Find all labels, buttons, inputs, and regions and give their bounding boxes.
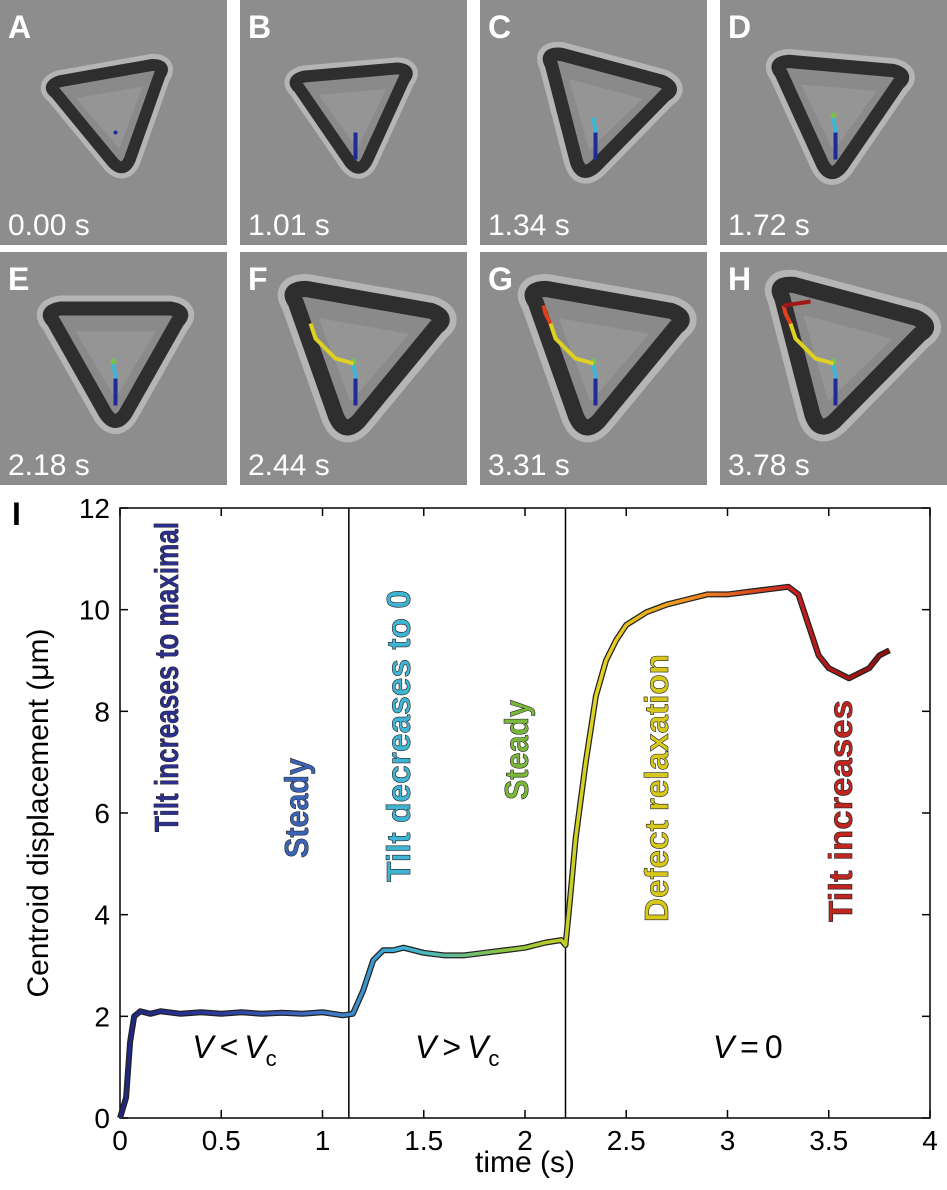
trail xyxy=(114,364,116,379)
phase-label-part: c xyxy=(266,1046,277,1071)
trail xyxy=(111,359,117,365)
y-tick-label: 12 xyxy=(79,493,110,524)
annotation: Tilt increases to maximal xyxy=(148,522,185,832)
x-tick-label: 3.5 xyxy=(809,1125,848,1156)
x-tick-label: 4 xyxy=(922,1125,938,1156)
panel: G 3.31 s xyxy=(480,252,707,485)
panel-time: 1.72 s xyxy=(728,209,810,242)
panel: A 0.00 s xyxy=(0,0,227,245)
phase-label: V=0 xyxy=(713,1029,783,1065)
panel-time: 2.44 s xyxy=(248,449,330,482)
phase-label-part: V xyxy=(415,1029,439,1065)
panel-time: 0.00 s xyxy=(8,209,90,242)
phase-label: V<Vc xyxy=(192,1029,276,1071)
phase-label-part: c xyxy=(488,1046,499,1071)
trail xyxy=(114,131,118,135)
annotation: Steady xyxy=(498,699,535,800)
x-tick-label: 2.5 xyxy=(607,1125,646,1156)
panel: F 2.44 s xyxy=(240,252,467,485)
annotation: Defect relaxation xyxy=(638,654,675,922)
trail xyxy=(834,118,836,133)
panel-letter: A xyxy=(8,9,31,45)
y-tick-label: 0 xyxy=(94,1103,110,1134)
panel-letter: G xyxy=(488,261,513,297)
panel-label: I xyxy=(12,496,21,532)
trail xyxy=(594,118,596,133)
x-tick-label: 0 xyxy=(112,1125,128,1156)
panel: C 1.34 s xyxy=(480,0,707,245)
annotation: Tilt decreases to 0 xyxy=(380,590,417,882)
y-tick-label: 10 xyxy=(79,595,110,626)
panel: B 1.01 s xyxy=(240,0,467,245)
y-axis-label: Centroid displacement (μm) xyxy=(22,628,55,997)
phase-label-part: V xyxy=(713,1029,737,1065)
phase-label-part: < xyxy=(220,1029,239,1065)
phase-label-part: > xyxy=(442,1029,461,1065)
trail xyxy=(831,113,837,119)
trail xyxy=(594,364,596,379)
panel-letter: E xyxy=(8,261,29,297)
panel-letter: C xyxy=(488,9,511,45)
x-tick-label: 0.5 xyxy=(202,1125,241,1156)
x-tick-label: 1 xyxy=(315,1125,331,1156)
y-tick-label: 6 xyxy=(94,798,110,829)
panel-time: 1.01 s xyxy=(248,209,330,242)
panel: E 2.18 s xyxy=(0,252,227,485)
panel-time: 3.78 s xyxy=(728,449,810,482)
panel-time: 3.31 s xyxy=(488,449,570,482)
panel-letter: H xyxy=(728,261,751,297)
figure: A 0.00 s B 1.01 s C 1.34 s D 1.72 s E 2.18 s F 2.44… xyxy=(0,0,947,1185)
phase-label-part: V xyxy=(192,1029,216,1065)
plot-frame xyxy=(120,508,930,1118)
panel: H 3.78 s xyxy=(720,252,947,485)
y-tick-label: 4 xyxy=(94,900,110,931)
y-tick-label: 8 xyxy=(94,696,110,727)
panel-letter: F xyxy=(248,261,268,297)
annotation: Steady xyxy=(278,757,315,858)
y-tick-label: 2 xyxy=(94,1001,110,1032)
annotation: Tilt increases xyxy=(822,700,859,922)
trail xyxy=(354,364,356,379)
phase-label: V>Vc xyxy=(415,1029,499,1071)
panel-time: 2.18 s xyxy=(8,449,90,482)
x-tick-label: 3 xyxy=(720,1125,736,1156)
x-tick-label: 1.5 xyxy=(404,1125,443,1156)
trail xyxy=(834,364,836,379)
phase-label-part: = xyxy=(740,1029,759,1065)
panel-letter: D xyxy=(728,9,751,45)
panel-time: 1.34 s xyxy=(488,209,570,242)
panel: D 1.72 s xyxy=(720,0,947,245)
panel-letter: B xyxy=(248,9,271,45)
phase-label-part: 0 xyxy=(765,1029,783,1065)
x-axis-label: time (s) xyxy=(475,1146,575,1179)
